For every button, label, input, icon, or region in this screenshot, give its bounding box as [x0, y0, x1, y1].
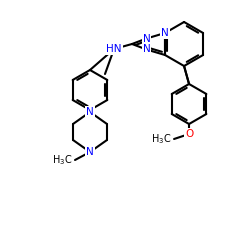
- Text: HN: HN: [106, 44, 122, 54]
- Text: N: N: [142, 34, 150, 43]
- Text: O: O: [185, 129, 193, 139]
- Text: N: N: [161, 28, 169, 38]
- Text: H$_3$C: H$_3$C: [52, 153, 72, 167]
- Text: N: N: [142, 44, 150, 54]
- Text: N: N: [86, 107, 94, 117]
- Text: H$_3$C: H$_3$C: [151, 132, 171, 146]
- Text: N: N: [86, 147, 94, 157]
